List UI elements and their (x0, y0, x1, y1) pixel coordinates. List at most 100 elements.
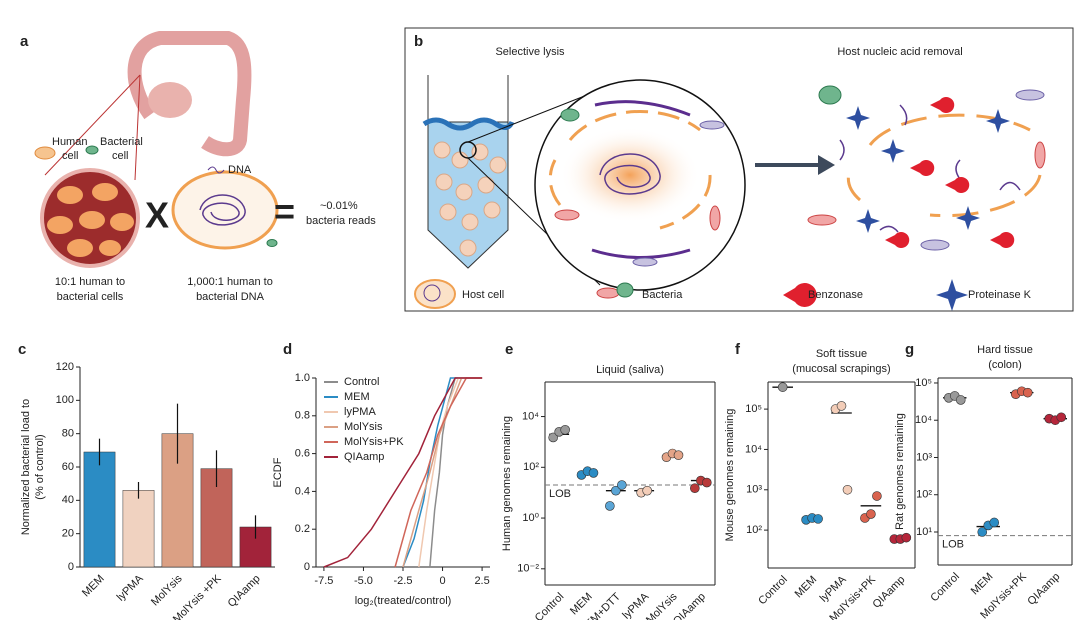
chart-title: Hard tissue (977, 344, 1033, 356)
chart-subtitle: (colon) (988, 359, 1022, 371)
y-tick-label: 10³ (746, 484, 762, 496)
data-point (588, 468, 599, 478)
x-tick-label: MEM (80, 573, 107, 600)
cell (110, 213, 134, 231)
intestine (148, 82, 192, 118)
label: Bacterial (100, 136, 143, 148)
x-tick-label: MolYsis (149, 572, 185, 608)
y-tick-label: 10⁻² (517, 563, 539, 575)
y-tick-label: 10⁴ (745, 443, 762, 455)
cell (459, 239, 477, 257)
data-point (813, 514, 823, 524)
y-tick-label: 1.0 (295, 372, 310, 384)
flow-arrow (591, 248, 691, 259)
y-tick-label: 0.6 (295, 448, 310, 460)
connector (44, 74, 141, 176)
proteinase-group (846, 106, 1010, 233)
legend-label: QIAamp (344, 451, 384, 463)
legend-host-nucleus (423, 284, 441, 302)
y-axis-label: Mouse genomes remaining (724, 409, 736, 542)
cell (67, 239, 93, 257)
x-tick-label: lyPMA (115, 572, 146, 603)
data-point (866, 509, 876, 519)
data-point (548, 432, 558, 443)
benzonase-group (885, 96, 1015, 248)
label: cell (62, 150, 79, 162)
y-tick-label: 60 (62, 461, 74, 473)
label: Human (52, 136, 87, 148)
label: 10:1 human to (55, 276, 125, 288)
x-tick-label: -2.5 (394, 575, 413, 587)
cell (483, 201, 501, 219)
legend-label: Host cell (462, 289, 504, 301)
bacterium (709, 205, 721, 231)
x-tick-label: Control (533, 591, 567, 620)
cell (433, 141, 451, 159)
x-tick-label: QIAamp (226, 573, 263, 610)
y-axis-label: Normalized bacterial load to (20, 399, 32, 535)
colon (127, 31, 252, 157)
label: bacteria reads (306, 215, 376, 227)
legend-label: Proteinase K (968, 289, 1032, 301)
chart-title: Soft tissue (816, 348, 867, 360)
bacterial-cell-icon (85, 145, 99, 155)
legend-label: Bacteria (642, 289, 683, 301)
data-point (989, 517, 1000, 528)
cell (99, 240, 121, 256)
y-tick-label: 0 (304, 561, 310, 573)
bacterium (699, 120, 725, 130)
legend-bacteria (616, 282, 634, 298)
x-tick-label: Control (756, 574, 790, 608)
benzonase (945, 177, 970, 193)
cell-group (47, 183, 134, 257)
bacterium (807, 214, 837, 226)
y-tick-label: 0 (68, 561, 74, 573)
legend-label: MolYsis (344, 421, 383, 433)
panel-label: e (505, 341, 513, 358)
y-tick-label: 120 (56, 361, 74, 373)
cell (477, 176, 495, 194)
y-tick-label: 10⁵ (745, 403, 762, 415)
y-axis-label: Rat genomes remaining (894, 413, 906, 530)
data-point (617, 480, 627, 490)
panel-label: a (20, 33, 29, 50)
cell (439, 203, 457, 221)
label: 1,000:1 human to (187, 276, 273, 288)
data-point (977, 527, 988, 537)
label: bacterial cells (57, 291, 124, 303)
bacterium-small (266, 239, 278, 247)
y-tick-label: 10² (746, 524, 762, 536)
chart-title: Liquid (saliva) (596, 364, 664, 376)
step-label: Selective lysis (495, 46, 565, 58)
membrane-fragment (846, 113, 1042, 218)
y-tick-label: 0.2 (295, 523, 310, 535)
x-tick-label: QIAamp (1025, 571, 1062, 608)
bar (83, 451, 116, 568)
dna-coil (599, 153, 661, 195)
dna-coil (199, 194, 246, 226)
y-tick-label: 10² (916, 489, 932, 501)
label: cell (112, 150, 129, 162)
y-tick-label: 10⁰ (522, 512, 539, 524)
legend-label: lyPMA (344, 406, 376, 418)
cell (57, 186, 83, 204)
bacterium (818, 85, 842, 105)
y-tick-label: 0.4 (295, 485, 310, 497)
cell (489, 156, 507, 174)
label: bacterial DNA (196, 291, 265, 303)
times-sign: X (145, 195, 169, 236)
data-point (901, 532, 912, 543)
x-tick-label: QIAamp (870, 574, 907, 611)
y-axis-label: (% of control) (34, 434, 46, 499)
label: DNA (228, 164, 252, 176)
x-axis-label: log₂(treated/control) (355, 595, 452, 607)
label: ~0.01% (320, 200, 358, 212)
x-tick-label: MEM (793, 574, 820, 601)
panel-label: d (283, 341, 292, 358)
benzonase (910, 160, 935, 176)
cell (79, 211, 105, 229)
human-cell-icon (34, 146, 56, 160)
connector (134, 74, 141, 181)
bacterium (1015, 89, 1045, 101)
y-tick-label: 10⁴ (522, 410, 539, 422)
